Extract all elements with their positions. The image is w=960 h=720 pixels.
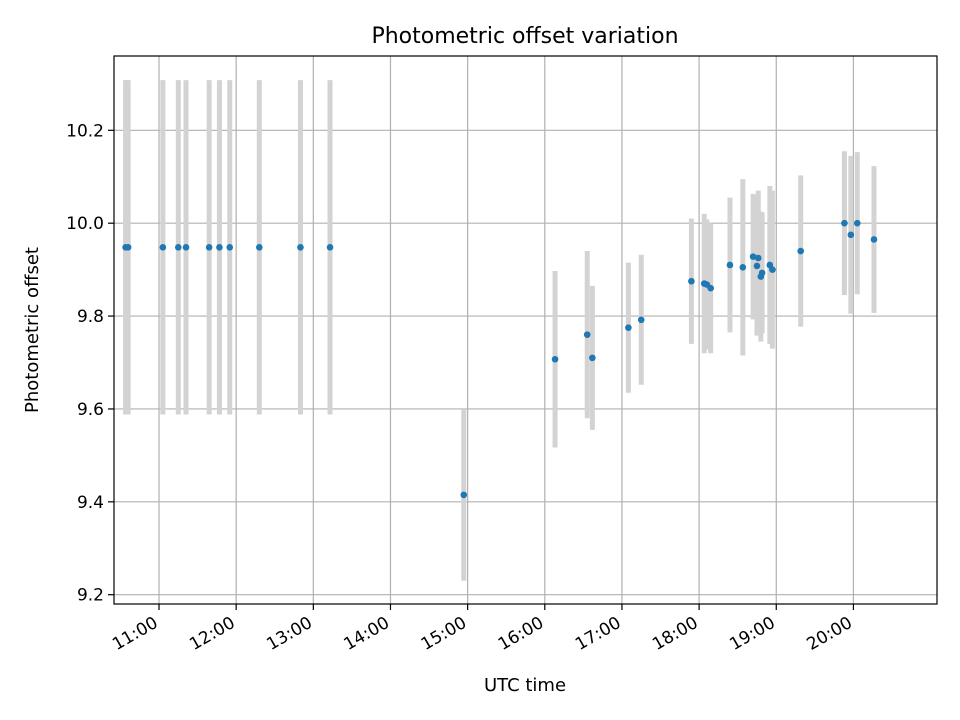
x-tick-label: 18:00	[649, 613, 701, 655]
x-axis: 11:00 12:00 13:00 14:00 15:00 16:00 17:00 18:00…	[109, 604, 856, 655]
x-tick-label: 20:00	[803, 613, 855, 655]
error-bars	[123, 80, 877, 581]
data-point	[739, 264, 747, 271]
y-axis-label: Photometric offset	[22, 247, 43, 413]
x-tick-label: 19:00	[726, 613, 778, 655]
x-tick-label: 17:00	[572, 613, 624, 655]
data-point	[797, 247, 804, 255]
data-point	[688, 277, 695, 285]
x-axis-label: UTC time	[484, 675, 566, 696]
data-point	[326, 244, 334, 251]
chart-title: Photometric offset variation	[371, 24, 678, 49]
data-point	[847, 231, 855, 239]
data-point	[749, 253, 757, 260]
data-points	[122, 219, 878, 499]
x-tick-label: 12:00	[186, 613, 238, 655]
y-tick-label: 9.2	[77, 586, 104, 606]
data-point	[726, 261, 734, 269]
plot-area-frame	[113, 55, 938, 605]
data-point	[753, 262, 761, 270]
data-point	[124, 244, 132, 251]
data-point	[637, 316, 645, 324]
data-point	[707, 284, 714, 292]
data-point	[226, 244, 234, 251]
data-point	[205, 244, 213, 251]
data-point	[758, 269, 766, 277]
y-tick-label: 10.0	[66, 214, 104, 234]
data-point	[460, 491, 468, 499]
data-point	[841, 219, 848, 227]
x-tick-label: 14:00	[341, 613, 393, 655]
y-axis: 9.2 9.4 9.6 9.8 10.0 10.2	[66, 121, 114, 606]
data-point	[583, 331, 591, 338]
data-point	[853, 219, 861, 227]
data-point	[625, 324, 632, 331]
data-point	[297, 244, 304, 251]
data-point	[174, 244, 182, 251]
y-tick-label: 9.6	[77, 400, 104, 420]
data-point	[769, 266, 776, 273]
data-point	[754, 254, 762, 262]
x-tick-label: 11:00	[109, 613, 161, 655]
y-tick-label: 9.8	[77, 307, 104, 327]
x-tick-label: 16:00	[495, 613, 547, 655]
x-tick-label: 13:00	[263, 613, 315, 655]
y-tick-label: 9.4	[77, 493, 104, 513]
data-point	[551, 355, 559, 363]
data-point	[182, 244, 190, 251]
data-point	[870, 236, 878, 243]
data-point	[256, 244, 263, 251]
data-point	[216, 244, 223, 251]
data-point	[159, 244, 167, 251]
x-tick-label: 15:00	[418, 613, 470, 655]
y-tick-label: 10.2	[66, 121, 104, 141]
data-point	[589, 354, 596, 362]
grid	[114, 56, 937, 604]
